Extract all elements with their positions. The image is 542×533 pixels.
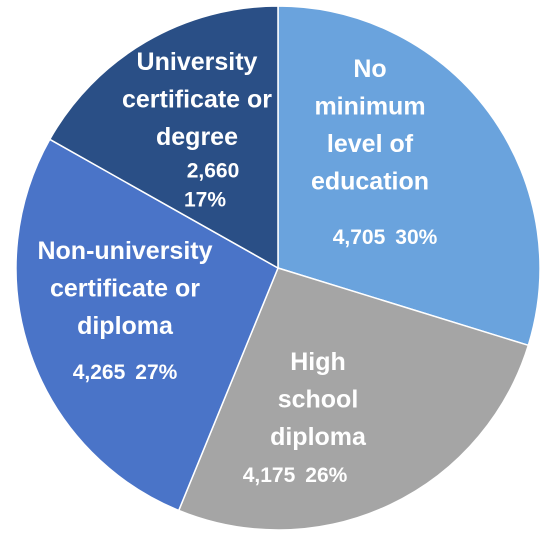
value-label: 2,660 bbox=[187, 160, 240, 183]
slice-label: University certificate or degree bbox=[122, 48, 272, 151]
value-label-group: 4,265 27% bbox=[73, 361, 178, 384]
label-line: certificate or bbox=[122, 85, 272, 113]
value-label-group: 4,705 30% bbox=[333, 226, 438, 249]
label-line: Non-university bbox=[37, 237, 212, 265]
label-line: diploma bbox=[270, 423, 367, 451]
pie-slice bbox=[15, 138, 279, 512]
slice-label: Non-university certificate or diploma bbox=[37, 237, 212, 340]
pie-slice bbox=[277, 5, 541, 347]
pie-slice bbox=[177, 267, 530, 531]
percent-label: 27% bbox=[135, 361, 177, 384]
percent-label: 30% bbox=[395, 226, 437, 249]
percent-label: 17% bbox=[184, 189, 226, 212]
value-label: 4,175 bbox=[243, 464, 296, 487]
label-line: level of bbox=[327, 130, 414, 158]
label-line: University bbox=[137, 48, 258, 76]
label-line: High bbox=[290, 348, 346, 376]
value-label: 4,265 bbox=[73, 361, 126, 384]
label-line: No bbox=[353, 55, 386, 83]
slice-label: High school diploma bbox=[270, 348, 367, 451]
pie-slice bbox=[48, 5, 279, 270]
slice-label: No minimum level of education bbox=[311, 55, 429, 196]
percent-label: 26% bbox=[305, 464, 347, 487]
label-line: diploma bbox=[77, 312, 174, 340]
label-line: minimum bbox=[314, 92, 425, 120]
label-line: education bbox=[311, 167, 429, 195]
label-line: school bbox=[278, 385, 359, 413]
label-line: certificate or bbox=[50, 274, 200, 302]
label-line: degree bbox=[156, 123, 238, 151]
value-label-group: 4,175 26% bbox=[243, 464, 348, 487]
value-label: 4,705 bbox=[333, 226, 386, 249]
